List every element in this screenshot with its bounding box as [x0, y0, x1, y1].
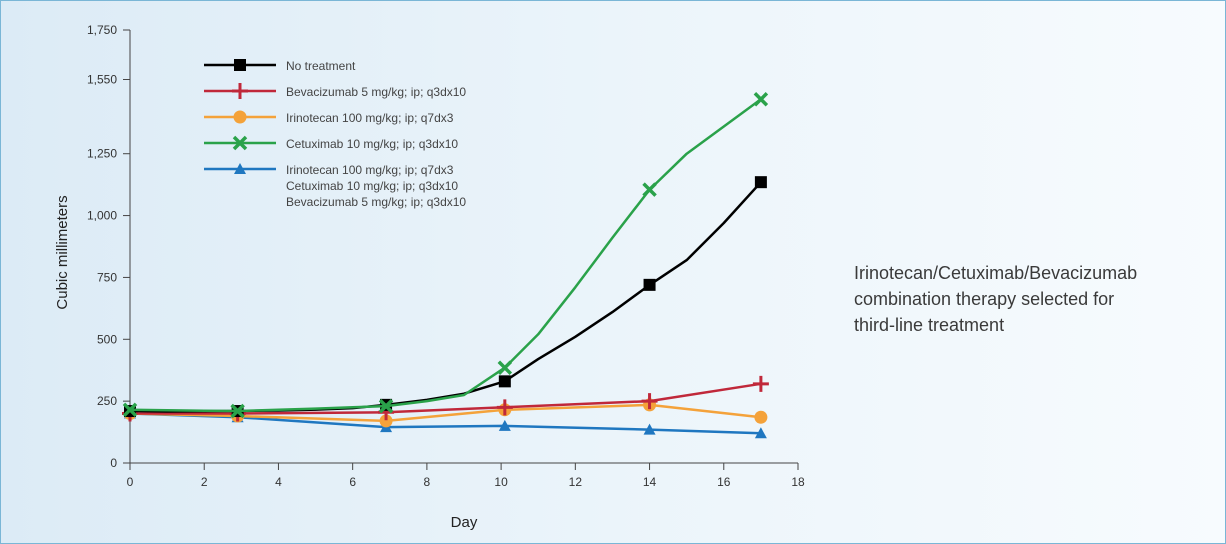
legend-item: Cetuximab 10 mg/kg; ip; q3dx10: [204, 135, 458, 151]
series-line: [129, 403, 762, 423]
legend-item: Bevacizumab 5 mg/kg; ip; q3dx10: [204, 83, 466, 99]
y-tick-label: 1,250: [87, 147, 117, 161]
data-point: [497, 360, 513, 375]
data-point: [754, 410, 768, 424]
series-line: [129, 98, 762, 413]
data-point: [754, 176, 767, 189]
data-point: [754, 427, 767, 439]
legend: No treatment Bevacizumab 5 mg/kg; ip; q3d…: [204, 59, 466, 209]
series-line: [129, 181, 762, 413]
series-square: [124, 176, 767, 418]
data-point: [122, 402, 138, 418]
legend-marker: [232, 135, 248, 151]
axes: 0 250 500 750 1,000 1,250 1,550 1,750 0 2 4 6 8 10 12 1…: [87, 23, 805, 489]
legend-label: Cetuximab 10 mg/kg; ip; q3dx10: [286, 179, 458, 193]
data-point: [498, 375, 511, 388]
y-tick-label: 250: [97, 394, 117, 408]
x-tick-label: 6: [349, 475, 356, 489]
data-point: [498, 419, 511, 431]
data-point: [753, 92, 769, 107]
caption-line: third-line treatment: [854, 315, 1005, 335]
caption-line: Irinotecan/Cetuximab/Bevacizumab: [854, 263, 1138, 283]
y-tick-label: 1,750: [87, 23, 117, 37]
legend-label: No treatment: [286, 59, 356, 73]
x-tick-label: 18: [791, 475, 805, 489]
y-tick-label: 1,000: [87, 209, 117, 223]
data-point: [643, 423, 656, 435]
y-tick-label: 500: [97, 332, 117, 346]
x-tick-label: 16: [717, 475, 731, 489]
x-tick-label: 2: [201, 475, 208, 489]
data-point: [752, 375, 769, 392]
x-axis-title: Day: [451, 514, 478, 531]
caption-note: Irinotecan/Cetuximab/Bevacizumab combina…: [854, 260, 1194, 338]
legend-item: Irinotecan 100 mg/kg; ip; q7dx3 Cetuximab…: [204, 163, 466, 209]
legend-item: No treatment: [204, 59, 356, 73]
x-tick-label: 0: [127, 475, 134, 489]
data-point: [379, 414, 393, 428]
legend-marker: [233, 110, 247, 124]
legend-marker: [234, 163, 246, 174]
series-layer: [122, 92, 769, 439]
data-point: [378, 398, 394, 414]
y-tick-label: 0: [110, 456, 117, 470]
x-tick-label: 4: [275, 475, 282, 489]
x-tick-label: 10: [494, 475, 508, 489]
legend-marker: [232, 83, 248, 99]
caption-line: combination therapy selected for: [854, 289, 1115, 309]
y-tick-label: 1,550: [87, 72, 117, 86]
data-point: [496, 399, 513, 416]
x-tick-label: 8: [424, 475, 431, 489]
data-point: [641, 393, 658, 410]
legend-label: Bevacizumab 5 mg/kg; ip; q3dx10: [286, 195, 466, 209]
x-tick-label: 12: [569, 475, 583, 489]
y-tick-label: 750: [97, 270, 117, 284]
legend-marker: [234, 59, 246, 71]
legend-label: Irinotecan 100 mg/kg; ip; q7dx3: [286, 111, 454, 125]
legend-label: Cetuximab 10 mg/kg; ip; q3dx10: [286, 137, 458, 151]
data-point: [230, 403, 245, 419]
series-line: [130, 382, 762, 415]
data-point: [643, 278, 656, 291]
legend-label: Bevacizumab 5 mg/kg; ip; q3dx10: [286, 85, 466, 99]
legend-item: Irinotecan 100 mg/kg; ip; q7dx3: [204, 110, 454, 125]
x-tick-label: 14: [643, 475, 657, 489]
series-x: [122, 92, 769, 419]
legend-label: Irinotecan 100 mg/kg; ip; q7dx3: [286, 163, 454, 177]
y-axis-title: Cubic millimeters: [54, 195, 71, 309]
data-point: [642, 182, 657, 197]
